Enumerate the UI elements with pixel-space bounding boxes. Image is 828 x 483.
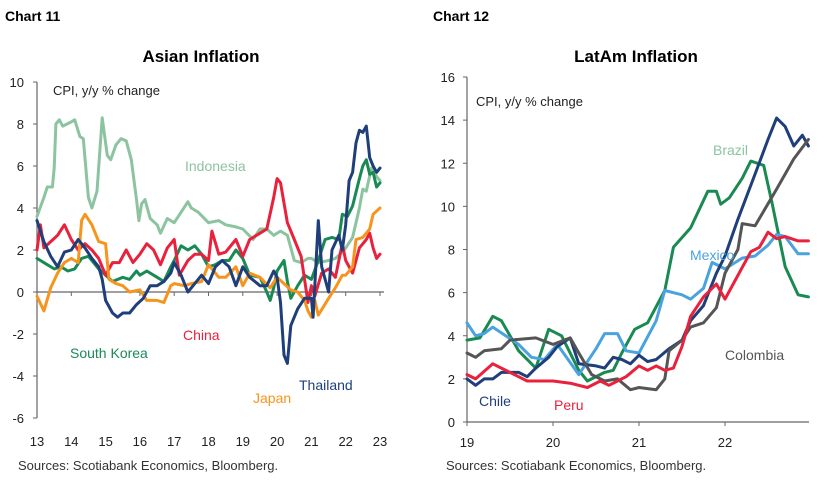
- x-tick-label: 16: [133, 434, 147, 449]
- y-tick-label: 14: [441, 113, 455, 128]
- chart-label: Chart 12: [433, 8, 489, 24]
- y-tick-label: 2: [17, 243, 24, 258]
- y-tick-label: 6: [17, 159, 24, 174]
- y-tick-label: -2: [12, 327, 24, 342]
- y-axis-label: CPI, y/y % change: [53, 83, 160, 98]
- series-line-indonesia: [35, 116, 382, 265]
- series-label-japan: Japan: [253, 390, 291, 406]
- x-tick-label: 22: [718, 435, 732, 450]
- chart-title: Asian Inflation: [142, 47, 259, 66]
- x-tick-label: 19: [460, 435, 474, 450]
- series-label-peru: Peru: [554, 397, 584, 413]
- source-note: Sources: Scotiabank Economics, Bloomberg…: [446, 458, 706, 473]
- x-tick-label: 23: [373, 434, 387, 449]
- series-label-indonesia: Indonesia: [185, 158, 246, 174]
- x-tick-label: 17: [167, 434, 181, 449]
- series-line-thailand: [35, 124, 382, 365]
- chart-12: Chart 12 LatAm Inflation CPI, y/y % chan…: [433, 8, 810, 473]
- series-line-mexico: [465, 232, 810, 377]
- y-tick-label: 0: [448, 415, 455, 430]
- x-tick-label: 20: [546, 435, 560, 450]
- y-tick-label: 10: [10, 75, 24, 90]
- y-axis-label: CPI, y/y % change: [476, 94, 583, 109]
- y-tick-label: 6: [448, 286, 455, 301]
- y-tick-label: 8: [448, 243, 455, 258]
- x-tick-label: 22: [338, 434, 352, 449]
- y-tick-label: 10: [441, 199, 455, 214]
- x-tick-label: 14: [64, 434, 78, 449]
- series-label-brazil: Brazil: [713, 142, 748, 158]
- y-tick-label: -4: [12, 369, 24, 384]
- y-tick-label: 2: [448, 372, 455, 387]
- x-tick-label: 19: [236, 434, 250, 449]
- series-label-chile: Chile: [479, 393, 511, 409]
- series-line-colombia: [465, 138, 810, 392]
- series-line-chile: [465, 116, 810, 387]
- x-tick-label: 13: [30, 434, 44, 449]
- series-label-south-korea: South Korea: [70, 345, 148, 361]
- x-tick-label: 21: [632, 435, 646, 450]
- chart-title: LatAm Inflation: [574, 47, 698, 66]
- y-tick-label: 4: [17, 201, 24, 216]
- y-tick-label: 16: [441, 70, 455, 85]
- x-tick-label: 20: [270, 434, 284, 449]
- x-tick-label: 15: [98, 434, 112, 449]
- y-tick-label: 4: [448, 329, 455, 344]
- y-tick-label: 12: [441, 156, 455, 171]
- x-tick-label: 21: [304, 434, 318, 449]
- series-line-brazil: [465, 159, 810, 383]
- y-tick-label: 8: [17, 117, 24, 132]
- series-line-peru: [465, 230, 810, 389]
- source-note: Sources: Scotiabank Economics, Bloomberg…: [18, 458, 278, 473]
- series-label-colombia: Colombia: [725, 347, 784, 363]
- series-label-thailand: Thailand: [299, 377, 353, 393]
- series-label-china: China: [183, 327, 220, 343]
- series-label-mexico: Mexico: [690, 247, 735, 263]
- y-tick-label: 0: [17, 285, 24, 300]
- series-line-china: [35, 177, 382, 304]
- y-tick-label: -6: [12, 411, 24, 426]
- series-line-south-korea: [35, 158, 382, 302]
- chart-label: Chart 11: [5, 8, 60, 24]
- x-tick-label: 18: [201, 434, 215, 449]
- chart-11: Chart 11 Asian Inflation CPI, y/y % chan…: [5, 8, 387, 473]
